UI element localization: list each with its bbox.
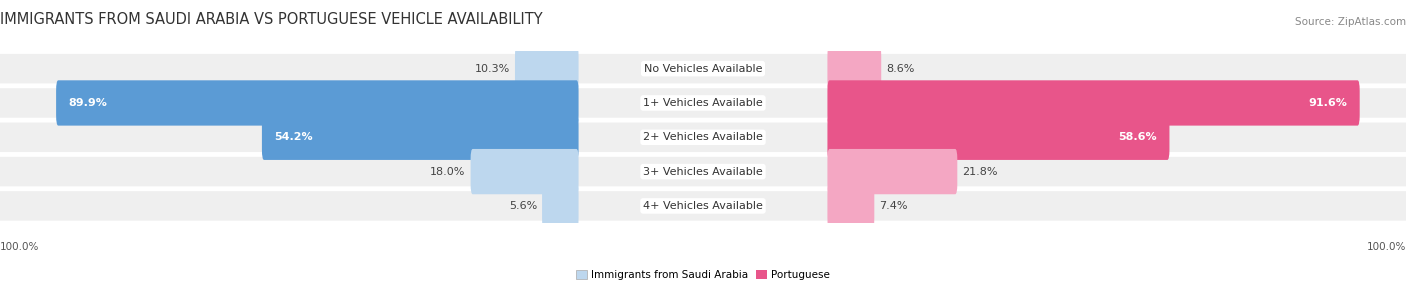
Text: 3+ Vehicles Available: 3+ Vehicles Available bbox=[643, 167, 763, 176]
Text: No Vehicles Available: No Vehicles Available bbox=[644, 64, 762, 74]
Text: 10.3%: 10.3% bbox=[475, 64, 510, 74]
Text: IMMIGRANTS FROM SAUDI ARABIA VS PORTUGUESE VEHICLE AVAILABILITY: IMMIGRANTS FROM SAUDI ARABIA VS PORTUGUE… bbox=[0, 13, 543, 27]
FancyBboxPatch shape bbox=[0, 88, 1406, 118]
Text: 4+ Vehicles Available: 4+ Vehicles Available bbox=[643, 201, 763, 211]
Text: 21.8%: 21.8% bbox=[962, 167, 998, 176]
Text: 89.9%: 89.9% bbox=[69, 98, 108, 108]
Text: 91.6%: 91.6% bbox=[1308, 98, 1347, 108]
Text: 100.0%: 100.0% bbox=[1367, 242, 1406, 252]
Text: 7.4%: 7.4% bbox=[879, 201, 908, 211]
FancyBboxPatch shape bbox=[515, 46, 579, 91]
FancyBboxPatch shape bbox=[827, 80, 1360, 126]
FancyBboxPatch shape bbox=[262, 115, 579, 160]
FancyBboxPatch shape bbox=[0, 191, 1406, 221]
Text: 18.0%: 18.0% bbox=[430, 167, 465, 176]
FancyBboxPatch shape bbox=[827, 115, 1170, 160]
FancyBboxPatch shape bbox=[0, 122, 1406, 152]
Text: 8.6%: 8.6% bbox=[886, 64, 914, 74]
FancyBboxPatch shape bbox=[827, 183, 875, 229]
Text: Source: ZipAtlas.com: Source: ZipAtlas.com bbox=[1295, 17, 1406, 27]
Text: 1+ Vehicles Available: 1+ Vehicles Available bbox=[643, 98, 763, 108]
Text: 100.0%: 100.0% bbox=[0, 242, 39, 252]
FancyBboxPatch shape bbox=[0, 54, 1406, 84]
Legend: Immigrants from Saudi Arabia, Portuguese: Immigrants from Saudi Arabia, Portuguese bbox=[572, 266, 834, 284]
FancyBboxPatch shape bbox=[0, 157, 1406, 186]
Text: 5.6%: 5.6% bbox=[509, 201, 537, 211]
FancyBboxPatch shape bbox=[827, 149, 957, 194]
FancyBboxPatch shape bbox=[827, 46, 882, 91]
FancyBboxPatch shape bbox=[56, 80, 579, 126]
Text: 54.2%: 54.2% bbox=[274, 132, 314, 142]
Text: 58.6%: 58.6% bbox=[1118, 132, 1157, 142]
FancyBboxPatch shape bbox=[471, 149, 579, 194]
Text: 2+ Vehicles Available: 2+ Vehicles Available bbox=[643, 132, 763, 142]
FancyBboxPatch shape bbox=[543, 183, 579, 229]
